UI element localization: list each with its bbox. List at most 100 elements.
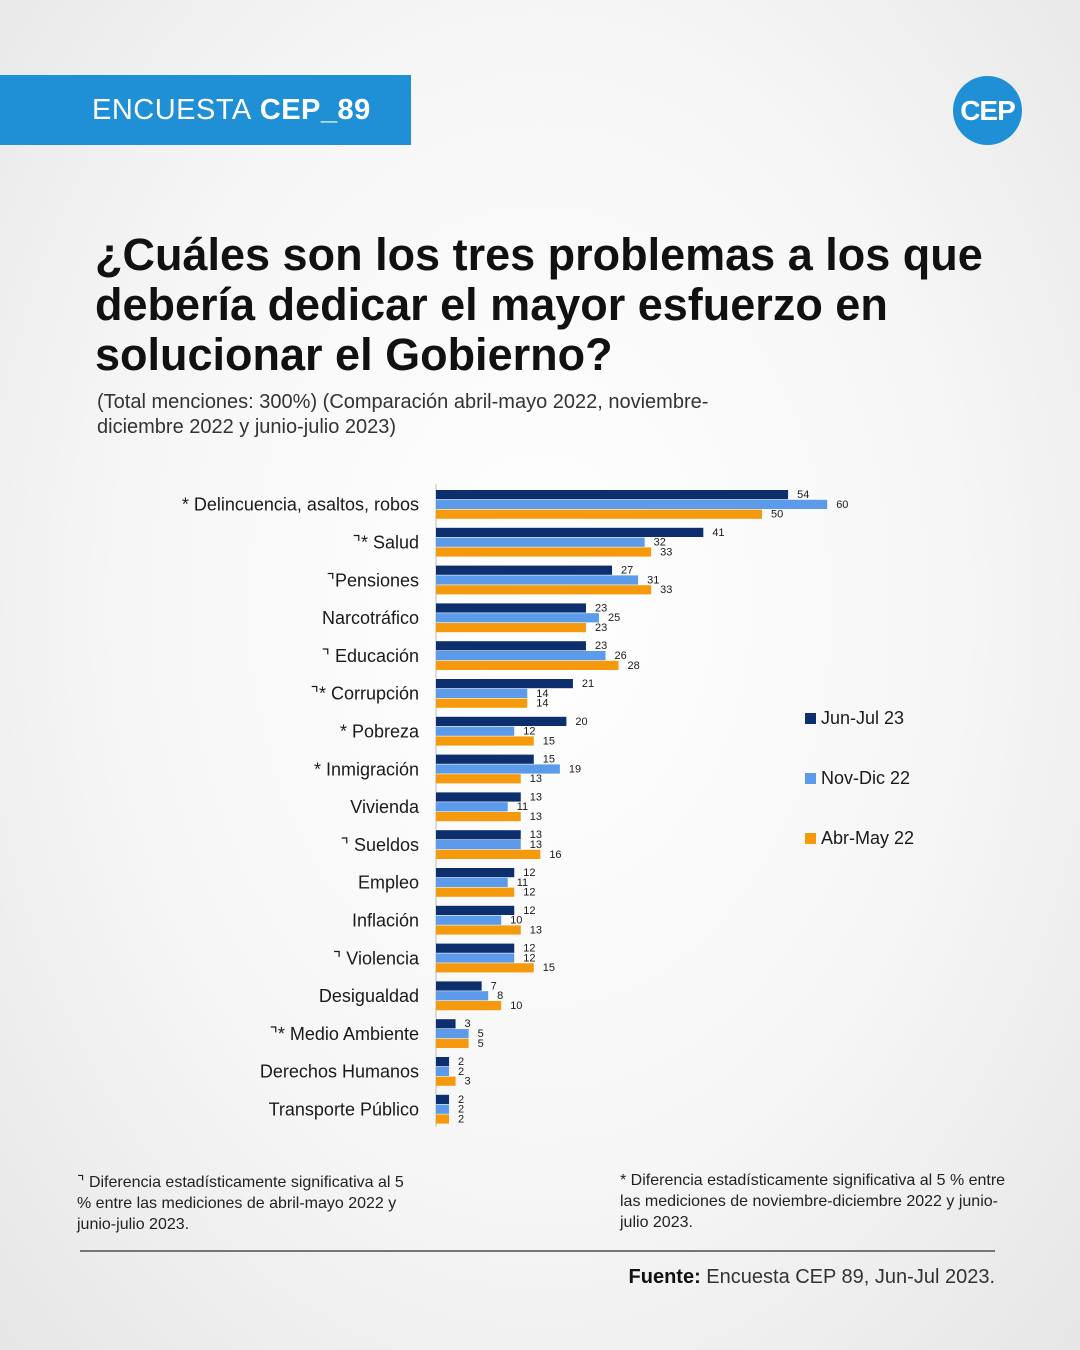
data-label: 54 [797, 489, 809, 501]
bar-jun-jul-23 [436, 981, 482, 991]
category-label: Empleo [358, 873, 419, 893]
data-label: 8 [497, 990, 503, 1002]
data-label: 60 [836, 499, 848, 511]
data-label: 10 [510, 915, 522, 927]
data-label: 13 [530, 811, 542, 823]
data-label: 31 [647, 574, 659, 586]
data-label: 19 [569, 763, 581, 775]
data-label: 20 [575, 716, 587, 728]
data-label: 23 [595, 622, 607, 634]
footnote-abr-may: ⌝ Diferencia estadísticamente significat… [77, 1174, 404, 1233]
bar-jun-jul-23 [436, 641, 586, 651]
data-label: 10 [510, 1000, 522, 1012]
bar-abr-may-22 [436, 774, 521, 784]
legend-label: Nov-Dic 22 [821, 768, 911, 788]
data-label: 12 [523, 952, 535, 964]
source-lead: Fuente: [628, 1266, 701, 1288]
bar-jun-jul-23 [436, 527, 704, 537]
bar-jun-jul-23 [436, 1019, 456, 1029]
bar-abr-may-22 [436, 887, 515, 897]
footnote-nov-dic: * Diferencia estadísticamente significat… [620, 1172, 1006, 1231]
category-label: Narcotráfico [322, 608, 419, 628]
data-label: 13 [530, 839, 542, 851]
legend-swatch [805, 713, 816, 724]
category-label: * Pobreza [340, 722, 420, 742]
bar-abr-may-22 [436, 1038, 469, 1048]
bar-jun-jul-23 [436, 792, 521, 802]
bar-abr-may-22 [436, 660, 619, 670]
bar-jun-jul-23 [436, 905, 515, 915]
category-label: ⌝* Medio Ambiente [269, 1024, 419, 1044]
bar-nov-dic-22 [436, 1029, 469, 1039]
data-label: 13 [530, 773, 542, 785]
bar-nov-dic-22 [436, 953, 515, 963]
data-label: 50 [771, 509, 783, 521]
data-label: 13 [530, 924, 542, 936]
bar-abr-may-22 [436, 1076, 456, 1086]
data-label: 13 [530, 791, 542, 803]
category-label: * Delincuencia, asaltos, robos [182, 495, 419, 515]
data-label: 15 [543, 962, 555, 974]
footer-divider [80, 1250, 995, 1252]
data-label: 3 [465, 1076, 471, 1088]
category-label: * Inmigración [314, 759, 419, 779]
data-label: 26 [615, 650, 627, 662]
data-label: 12 [523, 726, 535, 738]
bar-jun-jul-23 [436, 716, 567, 726]
data-label: 2 [458, 1104, 464, 1116]
data-label: 21 [582, 678, 594, 690]
bar-nov-dic-22 [436, 991, 489, 1001]
data-label: 12 [523, 887, 535, 899]
bar-abr-may-22 [436, 585, 652, 595]
bar-nov-dic-22 [436, 802, 508, 812]
data-label: 14 [536, 688, 548, 700]
data-label: 12 [523, 905, 535, 917]
bar-nov-dic-22 [436, 1104, 450, 1114]
bar-nov-dic-22 [436, 726, 515, 736]
data-label: 25 [608, 612, 620, 624]
data-label: 5 [478, 1038, 484, 1050]
bar-abr-may-22 [436, 812, 521, 822]
page-title: ¿Cuáles son los tres problemas a los que… [95, 229, 983, 380]
bar-abr-may-22 [436, 1001, 502, 1011]
banner-survey-id: CEP_89 [259, 93, 371, 126]
category-label: ⌝ Educación [322, 646, 420, 666]
bar-jun-jul-23 [436, 830, 521, 840]
legend-item: Abr-May 22 [805, 825, 975, 852]
bar-jun-jul-23 [436, 679, 573, 689]
data-label: 13 [530, 829, 542, 841]
bar-abr-may-22 [436, 698, 528, 708]
bar-jun-jul-23 [436, 565, 613, 575]
data-label: 2 [458, 1094, 464, 1106]
source-credit: Fuente: Encuesta CEP 89, Jun-Jul 2023. [629, 1266, 995, 1289]
data-label: 32 [654, 537, 666, 549]
bar-jun-jul-23 [436, 754, 534, 764]
data-label: 12 [523, 943, 535, 955]
bar-nov-dic-22 [436, 688, 528, 698]
bar-nov-dic-22 [436, 537, 645, 547]
bar-nov-dic-22 [436, 877, 508, 887]
data-label: 12 [523, 867, 535, 879]
category-label: ⌝ Violencia [333, 948, 420, 968]
data-label: 2 [458, 1056, 464, 1068]
bar-abr-may-22 [436, 963, 534, 973]
bar-abr-may-22 [436, 509, 762, 519]
data-label: 2 [458, 1066, 464, 1078]
chart-legend: Jun-Jul 23 Nov-Dic 22 Abr-May 22 [805, 705, 975, 885]
logo-text: CEP [960, 94, 1016, 126]
data-label: 15 [543, 735, 555, 747]
category-label: Vivienda [350, 797, 420, 817]
legend-swatch [805, 773, 816, 784]
legend-item: Nov-Dic 22 [805, 765, 975, 792]
bar-nov-dic-22 [436, 1066, 450, 1076]
category-label: ⌝ Sueldos [341, 835, 420, 855]
bar-abr-may-22 [436, 849, 541, 859]
source-text: Encuesta CEP 89, Jun-Jul 2023. [706, 1266, 995, 1288]
data-label: 16 [549, 849, 561, 861]
bar-jun-jul-23 [436, 603, 586, 613]
data-label: 23 [595, 602, 607, 614]
data-label: 11 [517, 877, 528, 889]
category-label: ⌝* Salud [353, 533, 419, 553]
data-label: 41 [712, 527, 724, 539]
